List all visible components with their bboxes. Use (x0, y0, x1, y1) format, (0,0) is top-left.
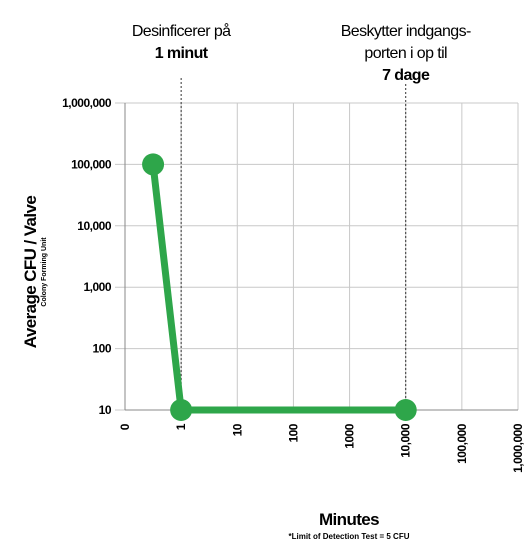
x-tick-label: 100 (286, 423, 300, 442)
annotation-text: Desinficerer på (132, 22, 231, 40)
annotation-text-bold: 7 dage (382, 67, 430, 84)
y-tick-label: 100,000 (71, 157, 112, 171)
y-tick-label: 10 (99, 403, 112, 417)
x-tick-label: 100,000 (455, 423, 469, 464)
x-tick-label: 1000 (343, 423, 357, 449)
y-tick-labels: 10 100 1,000 10,000 100,000 1,000,000 (62, 96, 112, 417)
x-tick-label: 10,000 (399, 423, 413, 458)
y-tick-label: 1,000,000 (62, 96, 112, 110)
reference-lines (180, 78, 407, 410)
annotations: Desinficerer på 1 minut Beskytter indgangs… (132, 22, 472, 84)
data-point (142, 153, 165, 176)
x-tick-label: 1,000,000 (511, 423, 524, 473)
y-tick-label: 100 (92, 342, 111, 356)
footnote: *Limit of Detection Test = 5 CFU (289, 532, 410, 541)
x-tick-labels: 0 1 10 100 1000 10,000 100,000 1,000,000 (118, 423, 524, 473)
data-point (394, 399, 417, 421)
annotation-text: porten i op til (364, 45, 447, 62)
y-tick-label: 10,000 (77, 219, 112, 233)
y-axis-title: Average CFU / Valve (21, 196, 40, 349)
x-tick-label: 10 (230, 423, 244, 436)
annotation-text-bold: 1 minut (155, 45, 209, 62)
data-point (170, 399, 193, 421)
x-axis-title: Minutes (319, 510, 379, 529)
annotation-text: Beskytter indgangs- (341, 23, 471, 40)
y-axis-subtitle: Colony Forming Unit (41, 237, 48, 307)
data-series (142, 153, 417, 421)
y-tick-label: 1,000 (83, 280, 111, 294)
x-tick-label: 1 (174, 423, 188, 430)
x-tick-label: 0 (118, 423, 132, 430)
